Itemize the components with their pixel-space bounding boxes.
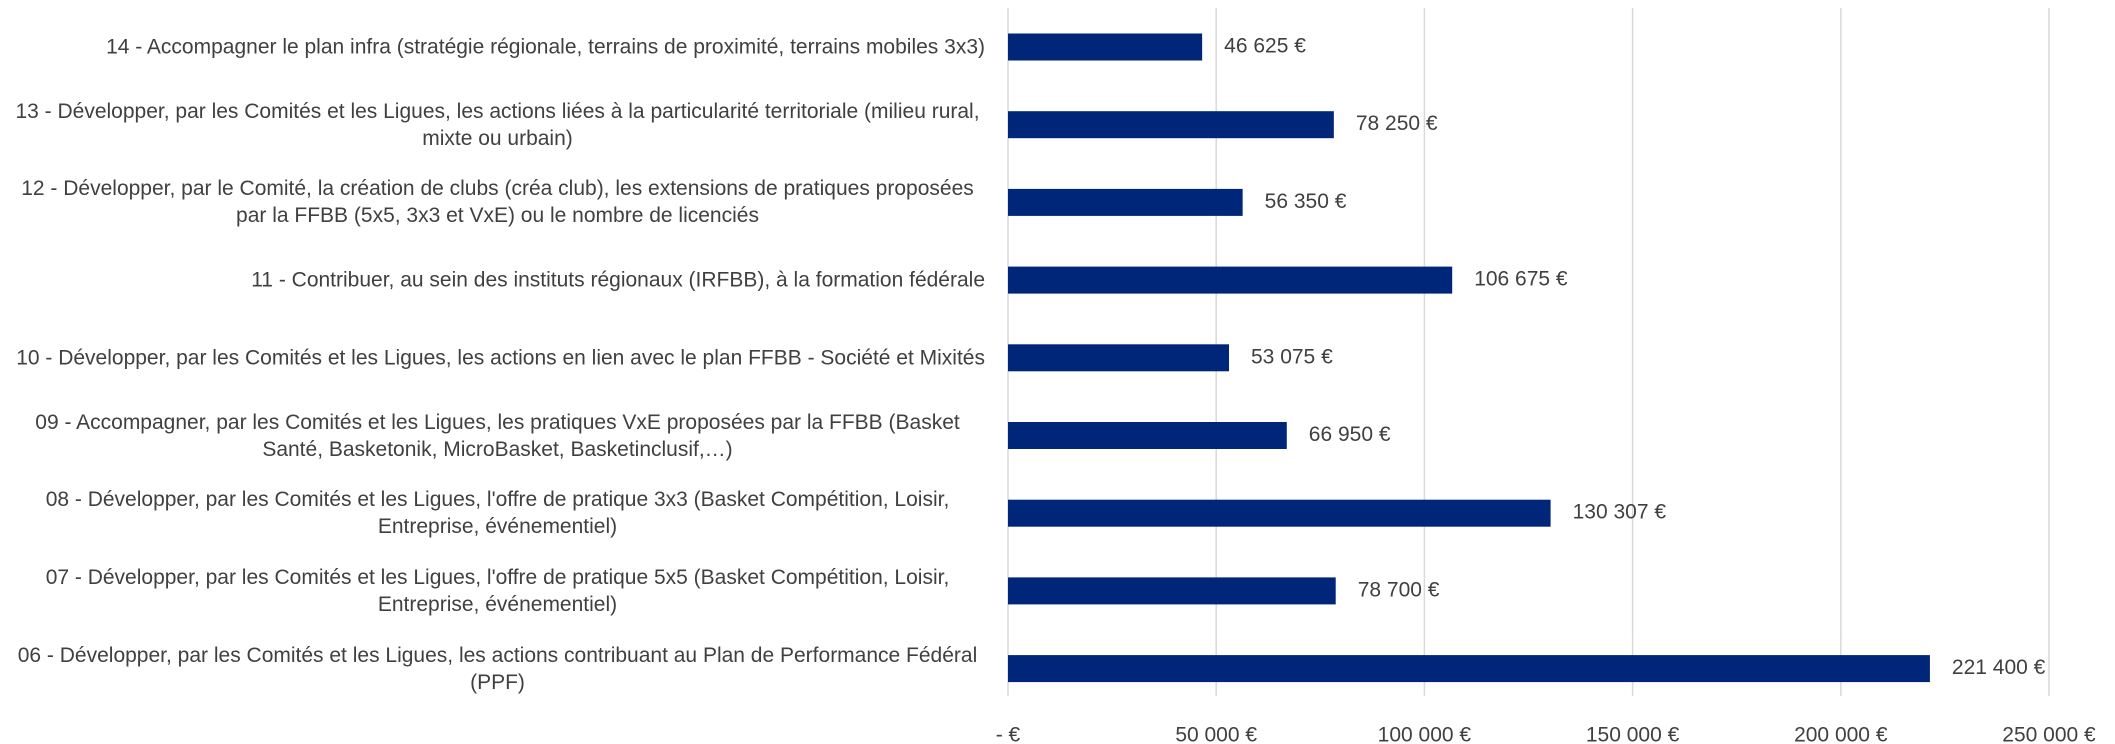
category-label: 12 - Développer, par le Comité, la créat…: [21, 177, 974, 228]
x-tick-label: 100 000 €: [1378, 724, 1472, 744]
category-label-box: 10 - Développer, par les Comités et les …: [0, 344, 985, 371]
category-label-box: 07 - Développer, par les Comités et les …: [0, 564, 985, 618]
bar: [1008, 33, 1203, 61]
value-label: 66 950 €: [1309, 423, 1391, 446]
category-label: 13 - Développer, par les Comités et les …: [15, 99, 980, 150]
value-label: 221 400 €: [1952, 656, 2046, 679]
bar: [1008, 344, 1230, 372]
category-label-box: 06 - Développer, par les Comités et les …: [0, 642, 985, 696]
value-label: 106 675 €: [1474, 268, 1568, 291]
category-label-box: 12 - Développer, par le Comité, la créat…: [0, 175, 985, 229]
value-label: 46 625 €: [1224, 35, 1306, 58]
bar: [1008, 266, 1453, 294]
bar: [1008, 111, 1334, 139]
category-label: 06 - Développer, par les Comités et les …: [17, 643, 978, 694]
value-label: 78 250 €: [1356, 112, 1438, 135]
bar: [1008, 188, 1243, 216]
category-label: 14 - Accompagner le plan infra (stratégi…: [106, 35, 985, 59]
category-label: 07 - Développer, par les Comités et les …: [45, 565, 950, 616]
category-label-box: 11 - Contribuer, au sein des instituts r…: [0, 267, 985, 294]
bar: [1008, 655, 1930, 683]
x-tick-label: - €: [996, 724, 1021, 744]
category-label-box: 09 - Accompagner, par les Comités et les…: [0, 409, 985, 463]
value-label: 53 075 €: [1251, 345, 1333, 368]
value-label: 130 307 €: [1573, 501, 1667, 524]
category-label: 08 - Développer, par les Comités et les …: [45, 488, 950, 539]
category-label-box: 13 - Développer, par les Comités et les …: [0, 98, 985, 152]
bar: [1008, 577, 1336, 605]
x-tick-label: 150 000 €: [1586, 724, 1680, 744]
category-label-box: 14 - Accompagner le plan infra (stratégi…: [0, 34, 985, 61]
x-tick-label: 200 000 €: [1794, 724, 1888, 744]
x-tick-label: 250 000 €: [2002, 724, 2096, 744]
category-label-box: 08 - Développer, par les Comités et les …: [0, 486, 985, 540]
value-label: 78 700 €: [1358, 578, 1440, 601]
category-label: 09 - Accompagner, par les Comités et les…: [35, 410, 960, 461]
x-tick-label: 50 000 €: [1175, 724, 1257, 744]
value-label: 56 350 €: [1265, 190, 1347, 213]
category-label: 10 - Développer, par les Comités et les …: [16, 346, 985, 370]
bar: [1008, 499, 1551, 527]
bar: [1008, 422, 1287, 449]
category-label: 11 - Contribuer, au sein des instituts r…: [251, 268, 985, 292]
